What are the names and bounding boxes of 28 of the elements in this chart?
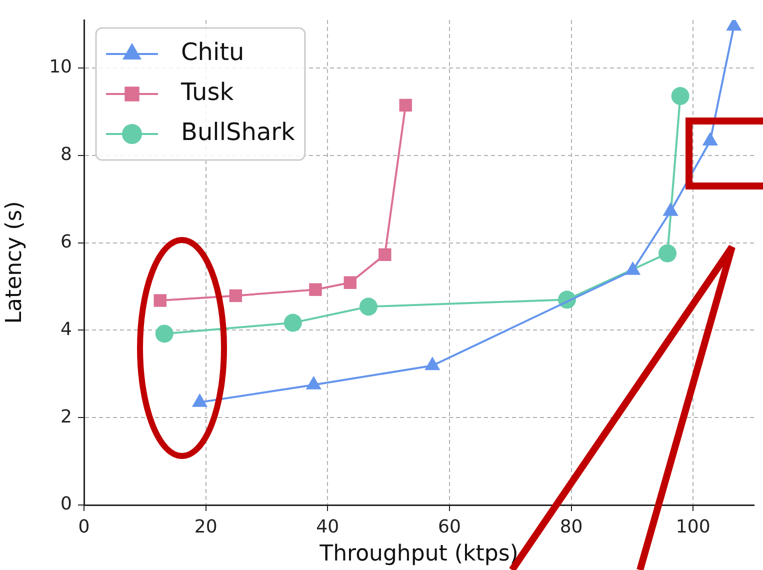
- x-axis-title: Throughput (ktps): [318, 542, 518, 567]
- x-tick-label: 20: [194, 516, 218, 538]
- point: [359, 298, 378, 316]
- y-tick-label: 0: [60, 494, 72, 515]
- x-tick-label: 60: [438, 516, 461, 538]
- legend-label: BullShark: [181, 118, 296, 146]
- point: [154, 294, 166, 307]
- point: [399, 98, 412, 112]
- y-tick-label: 6: [60, 232, 72, 253]
- point: [378, 248, 392, 261]
- x-tick-label: 40: [316, 516, 340, 538]
- point: [284, 314, 302, 332]
- x-tick-label: 0: [78, 516, 90, 538]
- point: [344, 276, 357, 289]
- y-axis-title: Latency (s): [2, 201, 27, 324]
- y-tick-label: 8: [60, 144, 72, 166]
- y-tick-label: 10: [49, 56, 72, 78]
- x-tick-label: 100: [676, 516, 710, 538]
- point: [309, 283, 322, 296]
- point: [658, 244, 677, 262]
- point: [671, 87, 690, 106]
- y-tick-label: 4: [60, 318, 72, 340]
- point: [229, 289, 242, 302]
- point: [155, 324, 174, 343]
- legend-label: Chitu: [181, 38, 244, 66]
- x-tick-label: 80: [560, 516, 583, 538]
- y-tick-label: 2: [60, 406, 72, 428]
- legend-label: Tusk: [180, 78, 234, 106]
